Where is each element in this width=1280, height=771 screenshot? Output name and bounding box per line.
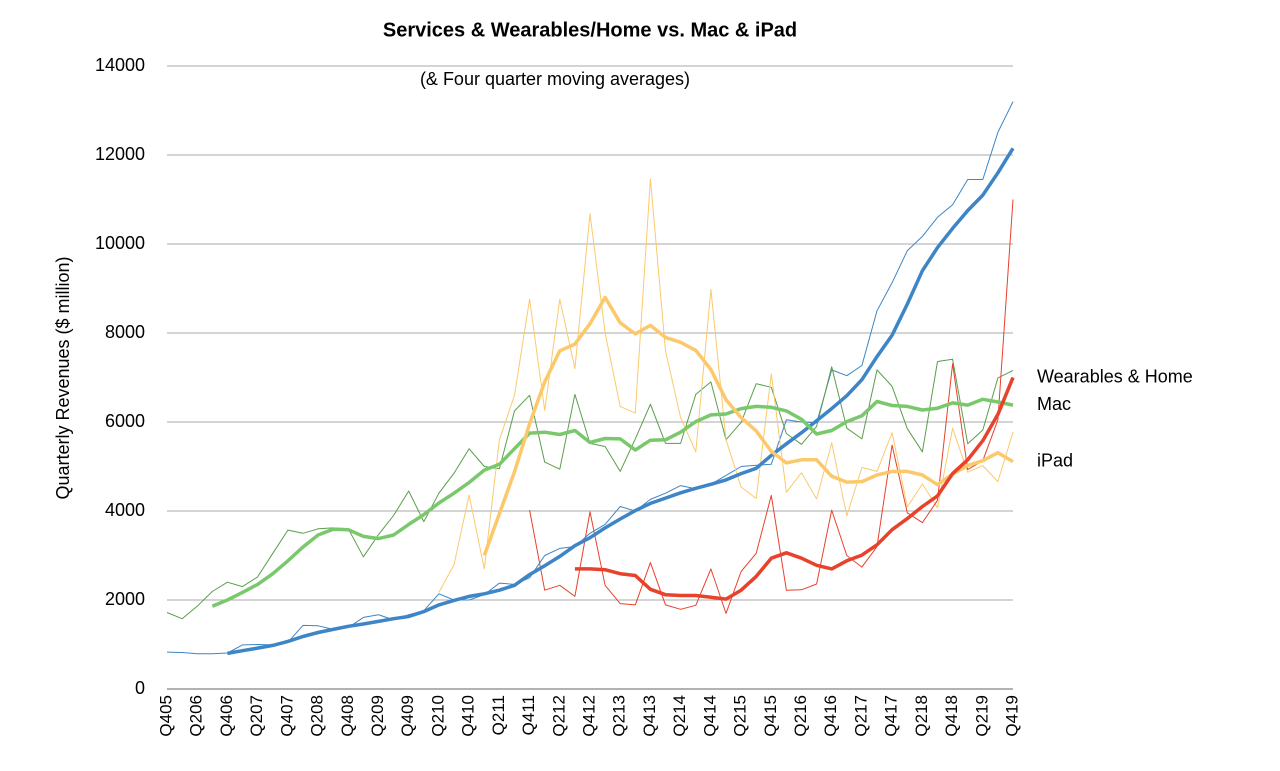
x-tick-label: Q414 xyxy=(700,695,719,737)
x-tick-label: Q418 xyxy=(942,695,961,737)
x-tick-label: Q212 xyxy=(549,695,568,737)
x-tick-label: Q407 xyxy=(277,695,296,737)
series-line xyxy=(227,147,1015,656)
x-tick-label: Q217 xyxy=(851,695,870,737)
x-tick-label: Q408 xyxy=(338,695,357,737)
chart-title: Services & Wearables/Home vs. Mac & iPad xyxy=(383,19,797,41)
y-tick-label: 4000 xyxy=(105,500,145,520)
x-tick-label: Q416 xyxy=(821,695,840,737)
x-tick-label: Q218 xyxy=(912,695,931,737)
x-tick-label: Q406 xyxy=(217,695,236,737)
x-tick-label: Q209 xyxy=(368,695,387,737)
y-tick-label: 6000 xyxy=(105,411,145,431)
x-tick-label: Q411 xyxy=(519,695,538,735)
chart-subtitle: (& Four quarter moving averages) xyxy=(420,69,690,89)
series-line xyxy=(211,397,1014,608)
x-tick-label: Q413 xyxy=(640,695,659,737)
series-line xyxy=(166,101,1014,655)
x-tick-label: Q208 xyxy=(308,695,327,737)
series-line xyxy=(438,178,1014,593)
x-tick-label: Q211 xyxy=(489,695,508,735)
legend-label: iPad xyxy=(1037,450,1073,470)
x-tick-label: Q214 xyxy=(670,695,689,737)
x-tick-label: Q415 xyxy=(761,695,780,737)
series-line xyxy=(482,295,1014,557)
x-tick-label: Q405 xyxy=(156,695,175,737)
y-tick-label: 14000 xyxy=(95,55,145,75)
legend-label: Mac xyxy=(1037,394,1071,414)
x-tick-label: Q219 xyxy=(972,695,991,737)
series-line xyxy=(529,199,1014,614)
x-tick-label: Q419 xyxy=(1002,695,1021,737)
x-tick-label: Q215 xyxy=(731,695,750,737)
y-tick-label: 2000 xyxy=(105,589,145,609)
x-tick-label: Q207 xyxy=(247,695,266,737)
x-tick-label: Q410 xyxy=(459,695,478,737)
x-tick-label: Q412 xyxy=(579,695,598,737)
series-line xyxy=(166,358,1014,620)
x-tick-label: Q206 xyxy=(187,695,206,737)
x-tick-label: Q210 xyxy=(428,695,447,737)
series-line xyxy=(574,376,1015,601)
x-tick-label: Q409 xyxy=(398,695,417,737)
legend-label: Wearables & Home xyxy=(1037,366,1193,386)
y-tick-label: 0 xyxy=(135,678,145,698)
x-tick-label: Q216 xyxy=(791,695,810,737)
x-tick-label: Q213 xyxy=(610,695,629,737)
y-tick-label: 10000 xyxy=(95,233,145,253)
y-axis-label: Quarterly Revenues ($ million) xyxy=(53,256,73,499)
y-tick-label: 12000 xyxy=(95,144,145,164)
y-tick-label: 8000 xyxy=(105,322,145,342)
x-tick-label: Q417 xyxy=(882,695,901,737)
